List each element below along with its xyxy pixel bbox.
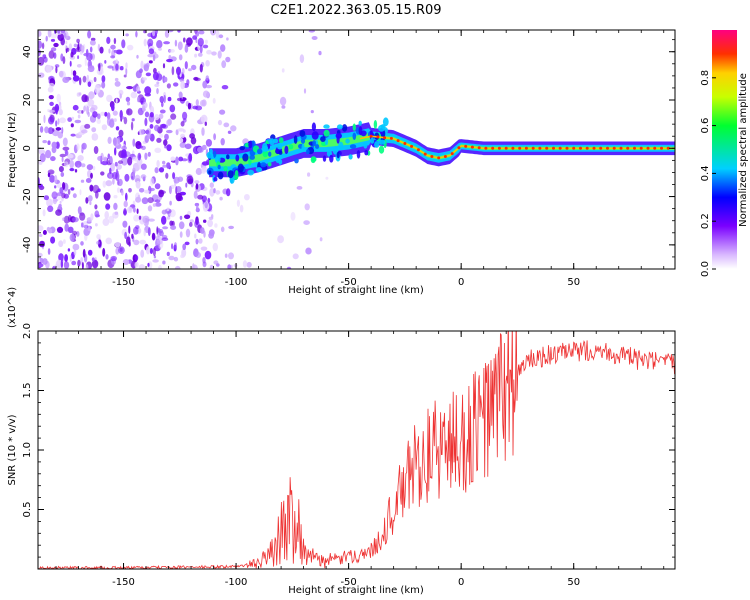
spectrogram-x-axis-label: Height of straight line (km) xyxy=(288,285,424,296)
spectrogram-panel: -150 -100 -50 0 50 -40 -20 0 20 40 Height of stra… xyxy=(7,29,676,296)
y-tick-label: 20 xyxy=(22,94,33,107)
snr-panel: -150 -100 -50 0 50 0.5 1.0 1.5 2.0 Height of str… xyxy=(7,287,676,596)
colorbar-label: Normalized spectral amplitude xyxy=(738,73,749,227)
snr-y-multiplier: (x10^4) xyxy=(7,287,18,328)
x-tick-label: -100 xyxy=(225,577,248,588)
colorbar: 0.0 0.2 0.4 0.6 0.8 Normalized spectral ampl… xyxy=(700,30,749,277)
colorbar-tick-label: 0.0 xyxy=(700,261,711,277)
spectrogram-y-axis-label: Frequency (Hz) xyxy=(7,112,18,188)
x-tick-label: 50 xyxy=(567,277,580,288)
x-tick-label: -150 xyxy=(112,277,135,288)
snr-y-axis-label: SNR (10 * v/v) xyxy=(7,414,18,485)
figure-title: C2E1.2022.363.05.15.R09 xyxy=(270,3,441,18)
x-tick-label: 50 xyxy=(567,577,580,588)
colorbar-tick-label: 0.8 xyxy=(700,70,711,86)
y-tick-label: 2.0 xyxy=(22,323,33,339)
x-tick-label: -150 xyxy=(112,577,135,588)
x-tick-label: -100 xyxy=(225,277,248,288)
y-tick-label: -40 xyxy=(22,237,33,253)
colorbar-tick-label: 0.6 xyxy=(700,118,711,134)
spectrogram-noise xyxy=(38,30,329,269)
x-tick-label: 0 xyxy=(458,577,464,588)
x-tick-label: -50 xyxy=(340,577,356,588)
colorbar-tick-label: 0.2 xyxy=(700,213,711,229)
y-tick-label: 0.5 xyxy=(22,502,33,518)
x-tick-label: -50 xyxy=(340,277,356,288)
y-tick-label: 1.5 xyxy=(22,383,33,399)
snr-line xyxy=(38,331,675,569)
colorbar-tick-label: 0.4 xyxy=(700,165,711,181)
y-tick-label: -20 xyxy=(22,188,33,204)
y-tick-label: 0 xyxy=(22,145,33,151)
spectral-ridge xyxy=(206,117,675,184)
y-tick-label: 1.0 xyxy=(22,442,33,458)
snr-x-axis-label: Height of straight line (km) xyxy=(288,585,424,596)
y-tick-label: 40 xyxy=(22,45,33,58)
x-tick-label: 0 xyxy=(458,277,464,288)
